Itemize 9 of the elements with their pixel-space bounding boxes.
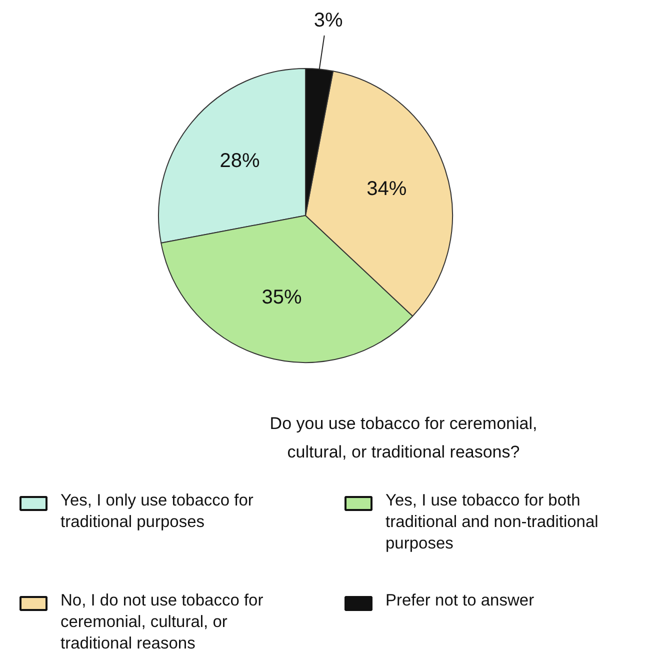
- legend-label: No, I do not use tobacco for ceremonial, cultural, or traditional reasons: [60, 592, 264, 653]
- data-label: 28%: [220, 150, 260, 172]
- data-label: 35%: [262, 286, 302, 308]
- legend-label: Yes, I use tobacco for both traditional and non-traditional purposes: [386, 492, 598, 553]
- data-label: 3%: [314, 10, 344, 32]
- data-label: 34%: [366, 178, 407, 200]
- legend-title: Do you use tobacco for ceremonial, cultural, or traditional reasons?: [270, 414, 538, 462]
- legend-label: Prefer not to answer: [386, 592, 535, 610]
- legend-label: Yes, I only use tobacco for traditional purposes: [60, 492, 254, 532]
